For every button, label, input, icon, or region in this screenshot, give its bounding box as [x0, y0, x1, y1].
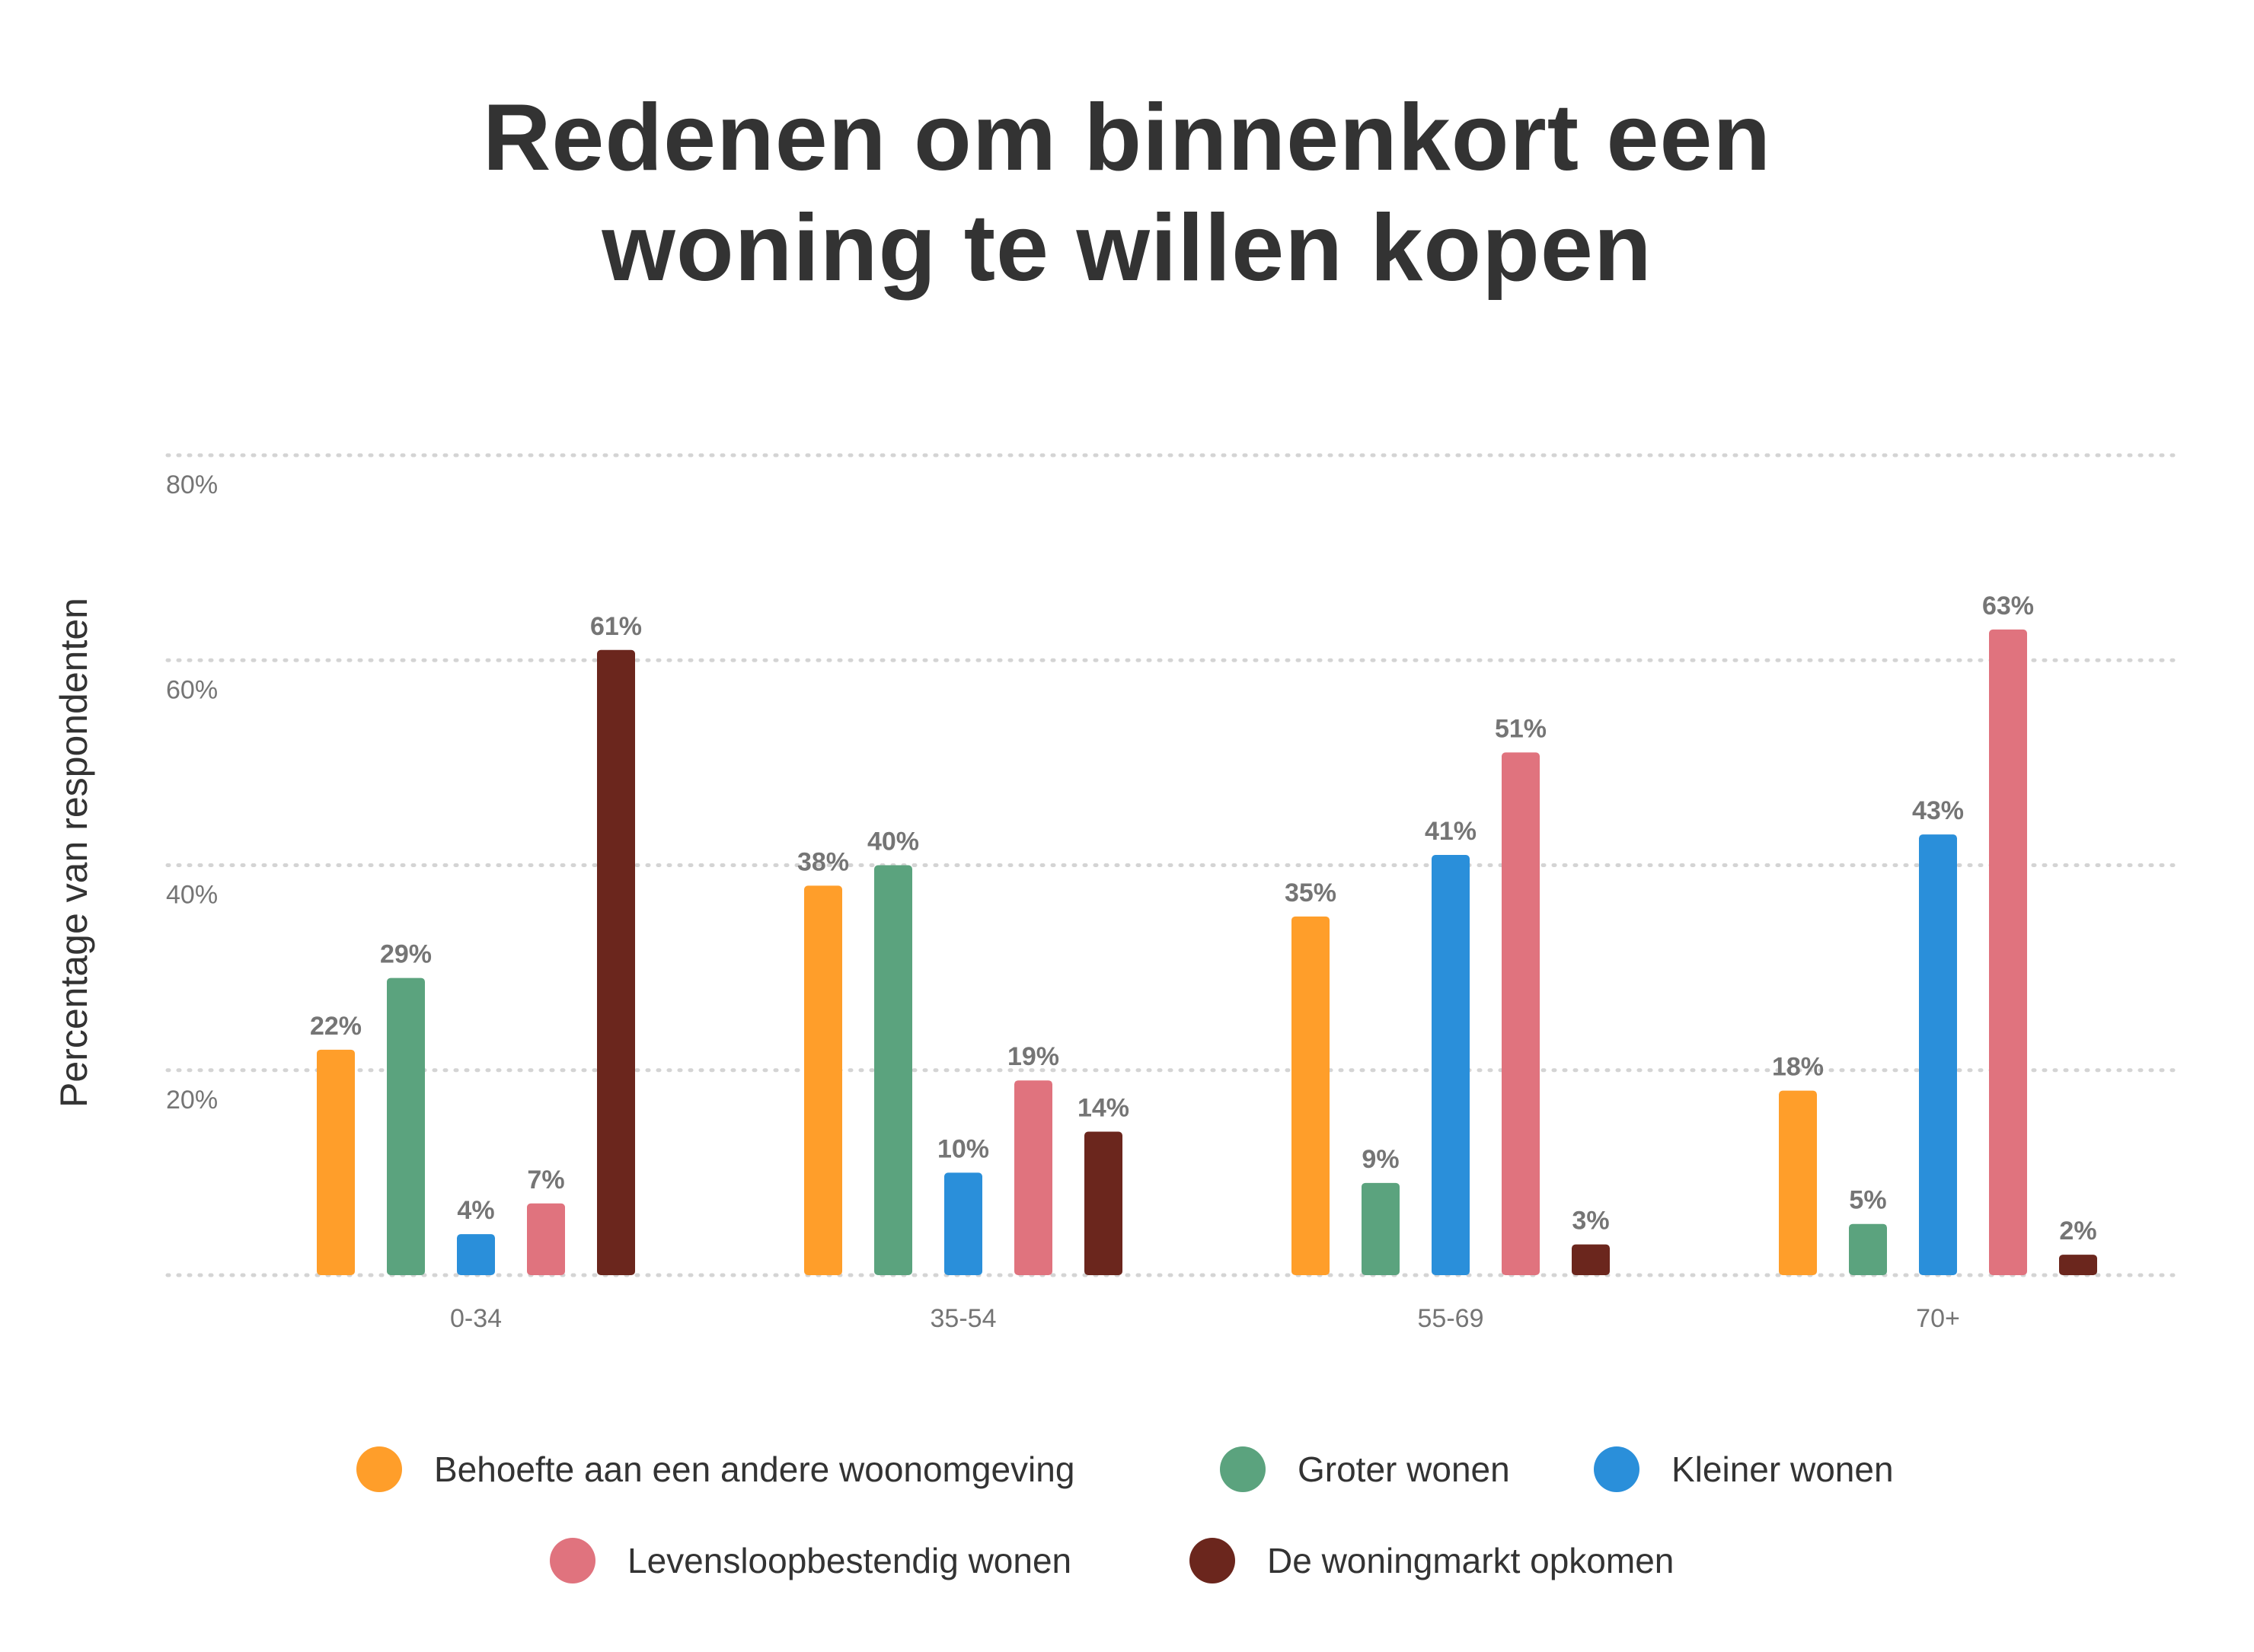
x-tick-label: 55-69: [1418, 1304, 1484, 1333]
bar: [1084, 1131, 1122, 1275]
bar: [1362, 1182, 1400, 1275]
data-label: 7%: [527, 1166, 564, 1194]
bar: [1291, 916, 1330, 1275]
legend-marker: [1594, 1446, 1639, 1492]
chart-title-line-2: woning te willen kopen: [602, 196, 1652, 301]
bar: [457, 1234, 495, 1275]
bar: [1014, 1080, 1052, 1275]
bar: [1502, 752, 1540, 1275]
x-tick-label: 35-54: [931, 1304, 997, 1333]
bar: [804, 885, 842, 1275]
bar: [1572, 1244, 1610, 1275]
data-label: 61%: [590, 612, 642, 641]
bar: [944, 1172, 982, 1275]
data-label: 3%: [1572, 1207, 1609, 1236]
x-tick-label: 0-34: [450, 1304, 502, 1333]
bar: [1849, 1223, 1887, 1275]
bar: [1779, 1090, 1817, 1275]
y-tick-label: 80%: [166, 470, 218, 499]
bar: [2059, 1255, 2097, 1275]
data-label: 29%: [380, 940, 432, 969]
y-axis-label: Percentage van respondenten: [53, 598, 95, 1108]
bar: [1432, 855, 1470, 1275]
bar: [1919, 834, 1957, 1275]
bar: [317, 1049, 355, 1275]
bar: [597, 649, 635, 1275]
data-label: 40%: [867, 828, 919, 856]
data-label: 4%: [457, 1196, 494, 1225]
data-label: 51%: [1495, 714, 1547, 743]
data-label: 18%: [1772, 1053, 1824, 1082]
legend-marker: [356, 1446, 402, 1492]
bar: [527, 1203, 565, 1275]
data-label: 35%: [1285, 879, 1336, 907]
data-label: 19%: [1007, 1042, 1059, 1071]
data-label: 9%: [1362, 1145, 1399, 1174]
y-tick-label: 60%: [166, 675, 218, 704]
data-label: 22%: [310, 1012, 362, 1041]
data-label: 63%: [1982, 592, 2034, 620]
data-label: 38%: [797, 847, 849, 876]
data-label: 14%: [1078, 1094, 1129, 1123]
data-label: 10%: [937, 1134, 989, 1163]
legend-marker: [550, 1538, 595, 1583]
legend-label: Groter wonen: [1298, 1449, 1510, 1489]
y-tick-label: 20%: [166, 1086, 218, 1115]
legend-label: De woningmarkt opkomen: [1267, 1541, 1674, 1580]
legend-label: Kleiner wonen: [1671, 1449, 1894, 1489]
data-label: 5%: [1849, 1186, 1886, 1215]
data-label: 41%: [1425, 817, 1477, 846]
data-label: 43%: [1912, 796, 1964, 825]
y-tick-label: 40%: [166, 881, 218, 910]
bar: [874, 865, 912, 1275]
data-label: 2%: [2059, 1217, 2096, 1245]
legend-label: Behoefte aan een andere woonomgeving: [434, 1449, 1074, 1489]
legend-marker: [1220, 1446, 1266, 1492]
x-tick-label: 70+: [1916, 1304, 1960, 1333]
bar: [387, 977, 425, 1275]
legend-marker: [1189, 1538, 1235, 1583]
chart-title-line-1: Redenen om binnenkort een: [482, 85, 1772, 190]
legend-label: Levensloopbestendig wonen: [627, 1541, 1071, 1580]
bar: [1989, 629, 2027, 1275]
